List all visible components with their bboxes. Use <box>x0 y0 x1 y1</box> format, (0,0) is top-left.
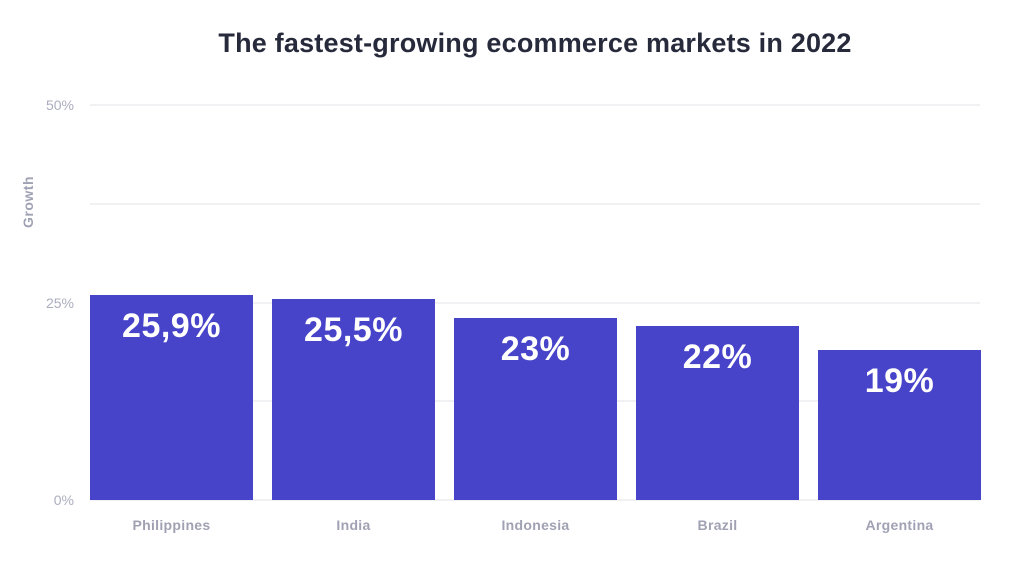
gridline-50 <box>90 104 980 106</box>
y-axis-label: Growth <box>20 176 36 228</box>
x-category-label-philippines: Philippines <box>132 517 211 533</box>
gridline-0 <box>90 499 980 501</box>
x-category-label-brazil: Brazil <box>697 517 738 533</box>
bar-philippines: 25,9% <box>90 295 253 500</box>
bar-argentina: 19% <box>818 349 981 500</box>
bar-value-label-india: 25,5% <box>304 310 403 349</box>
y-tick-0pct: 0% <box>53 492 74 508</box>
bar-value-label-brazil: 22% <box>682 338 753 377</box>
plot-area: 0% 25% 50% 25,9% Philippines 25,5% India 23% Ind… <box>46 97 981 533</box>
gridline-25 <box>90 301 980 304</box>
bar-value-label-philippines: 25,9% <box>122 307 221 346</box>
x-category-label-argentina: Argentina <box>865 517 934 533</box>
gridline-37.5 <box>90 202 980 205</box>
x-category-label-india: India <box>336 517 371 533</box>
y-tick-25pct: 25% <box>45 294 74 311</box>
bar-brazil: 22% <box>636 326 799 500</box>
bar-value-label-argentina: 19% <box>864 361 935 400</box>
bar-india: 25,5% <box>272 298 435 500</box>
y-tick-50pct: 50% <box>45 97 74 113</box>
x-category-label-indonesia: Indonesia <box>501 517 570 533</box>
bar-value-label-indonesia: 23% <box>500 330 571 369</box>
bar-indonesia: 23% <box>454 318 617 500</box>
chart-title: The fastest-growing ecommerce markets in… <box>218 28 852 58</box>
